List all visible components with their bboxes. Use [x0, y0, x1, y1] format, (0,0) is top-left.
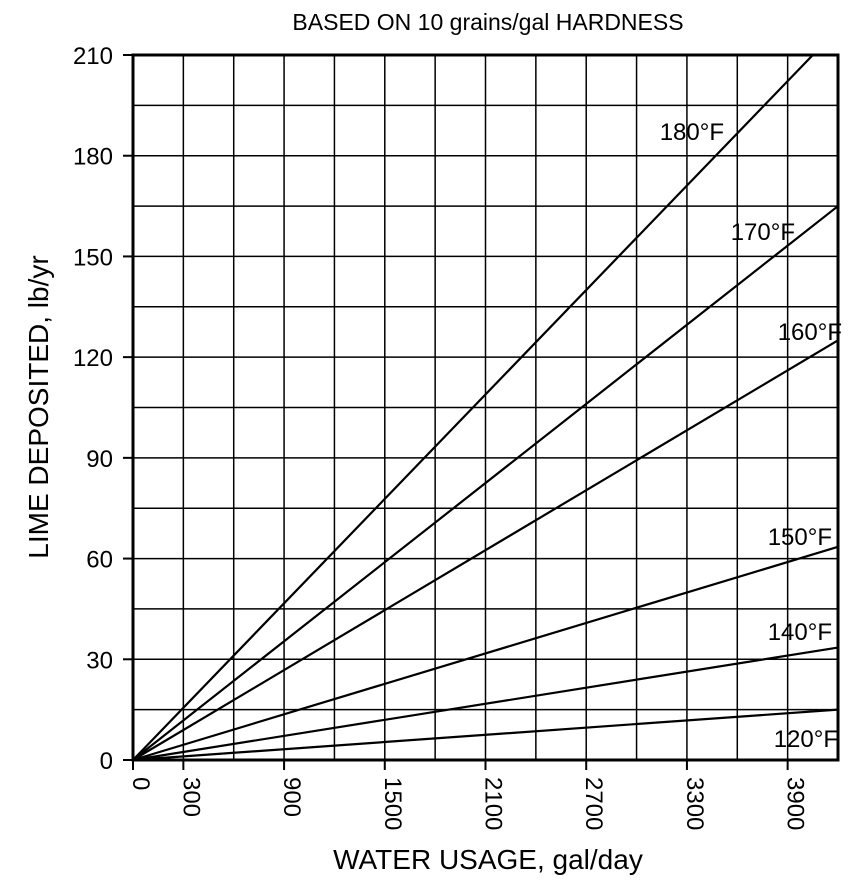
x-axis: 0 300 900 1500 2100 2700 3300 3900 [127, 760, 809, 830]
series-label: 160°F [778, 319, 842, 346]
y-tick-label: 0 [100, 748, 113, 775]
y-tick-label: 30 [86, 647, 113, 674]
y-tick-label: 120 [73, 345, 113, 372]
x-tick-label: 2700 [580, 777, 607, 830]
x-tick-label: 1500 [379, 777, 406, 830]
y-tick-label: 90 [86, 446, 113, 473]
y-tick-label: 150 [73, 244, 113, 271]
series-label: 180°F [660, 119, 724, 146]
y-axis-label: LIME DEPOSITED, lb/yr [23, 255, 54, 558]
y-tick-label: 210 [73, 43, 113, 70]
series-lines [131, 53, 840, 762]
x-tick-label: 0 [127, 777, 154, 790]
x-tick-label: 900 [278, 777, 305, 817]
series-label: 170°F [731, 219, 795, 246]
series-label: 150°F [768, 524, 832, 551]
grid [133, 55, 838, 760]
series-label: 120°F [774, 726, 838, 753]
series-line [131, 646, 840, 762]
series-line [131, 708, 840, 762]
series-line [131, 204, 840, 762]
series-labels: 120°F 140°F 150°F 160°F 170°F 180°F [660, 119, 842, 753]
x-tick-label: 3900 [782, 777, 809, 830]
x-tick-label: 3300 [681, 777, 708, 830]
series-label: 140°F [768, 619, 832, 646]
y-tick-label: 180 [73, 144, 113, 171]
series-line [131, 545, 840, 762]
y-axis: 0 30 60 90 120 150 180 210 [73, 43, 133, 775]
y-tick-label: 60 [86, 547, 113, 574]
x-axis-label: WATER USAGE, gal/day [333, 844, 643, 875]
series-line [131, 53, 814, 762]
x-tick-label: 2100 [480, 777, 507, 830]
x-tick-label: 300 [177, 777, 204, 817]
chart-title: BASED ON 10 grains/gal HARDNESS [292, 9, 683, 35]
series-line [131, 339, 840, 762]
